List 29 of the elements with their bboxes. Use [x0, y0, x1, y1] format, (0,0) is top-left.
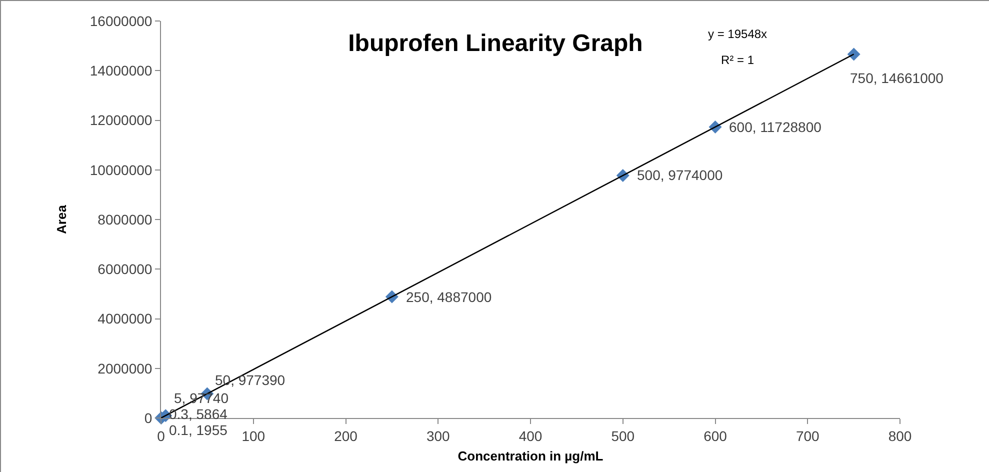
data-label: 0.1, 1955: [169, 422, 228, 438]
data-label: 600, 11728800: [729, 119, 822, 135]
x-tick-label: 0: [157, 428, 166, 444]
y-tick-label: 12000000: [90, 112, 152, 128]
y-tick-label: 8000000: [98, 211, 152, 228]
annotation: y = 19548x: [708, 27, 768, 41]
x-tick-label: 100: [242, 428, 266, 444]
y-tick-label: 16000000: [90, 12, 152, 29]
x-tick-label: 700: [796, 428, 820, 444]
x-axis-title: Concentration in µg/mL: [458, 448, 604, 464]
data-label: 50, 977390: [215, 372, 286, 388]
y-tick-label: 4000000: [98, 310, 152, 327]
y-tick-label: 2000000: [98, 360, 152, 376]
data-label: 750, 14661000: [850, 70, 944, 86]
y-tick-label: 14000000: [90, 62, 152, 79]
x-tick-label: 300: [426, 428, 450, 444]
y-tick-label: 6000000: [98, 261, 152, 278]
data-label: 250, 4887000: [406, 289, 492, 305]
x-tick-label: 800: [888, 428, 912, 444]
y-tick-label: 10000000: [90, 162, 152, 178]
annotation: R² = 1: [721, 53, 754, 67]
data-label: 500, 9774000: [637, 167, 723, 183]
y-axis-title: Area: [54, 204, 69, 234]
x-tick-label: 400: [518, 428, 542, 444]
y-tick-label: 0: [144, 410, 152, 426]
x-tick-label: 500: [611, 428, 635, 444]
x-tick-label: 600: [704, 428, 728, 444]
x-tick-label: 200: [334, 428, 358, 444]
chart-title: Ibuprofen Linearity Graph: [348, 30, 643, 57]
